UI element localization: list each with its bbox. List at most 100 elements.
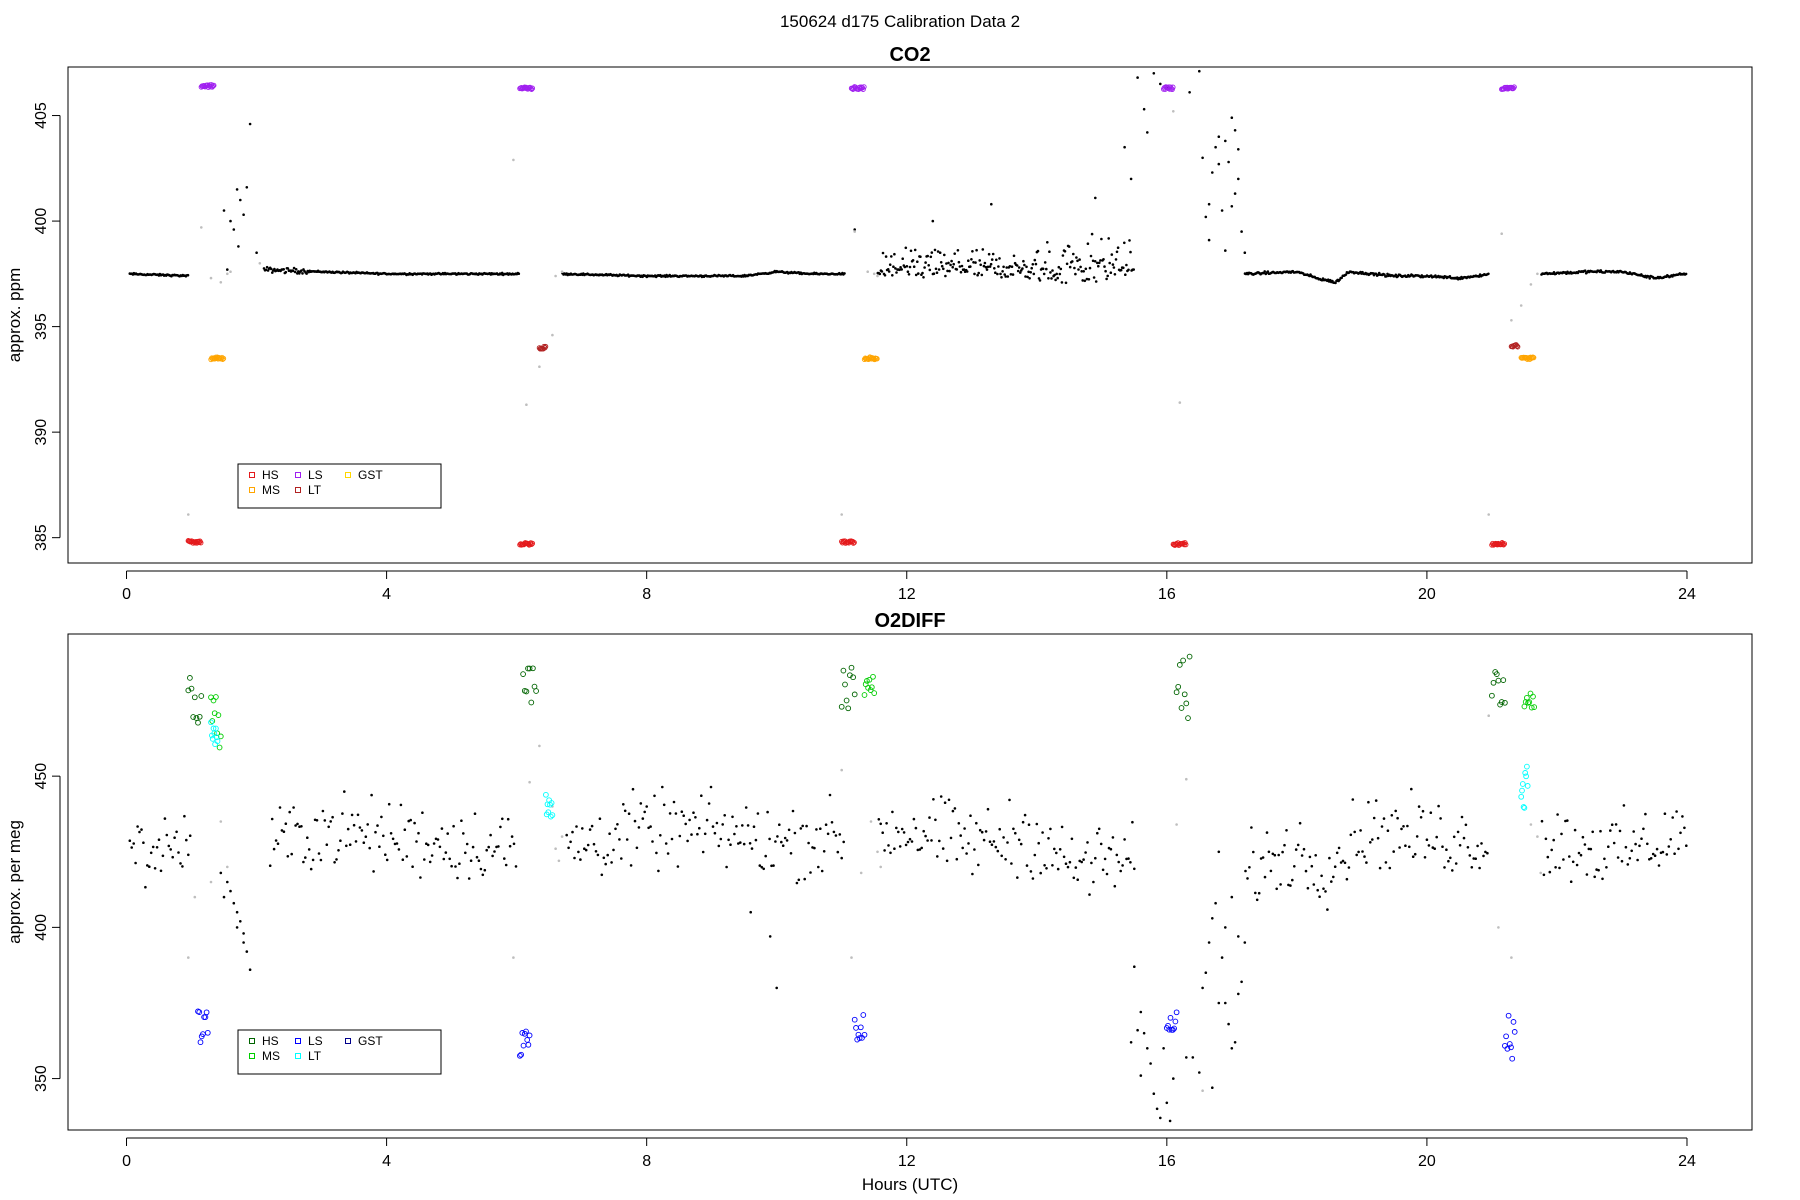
data-point bbox=[1597, 868, 1600, 872]
figure-suptitle: 150624 d175 Calibration Data 2 bbox=[780, 12, 1020, 31]
data-point bbox=[368, 846, 372, 850]
calibration-point-ls bbox=[197, 1039, 204, 1046]
data-point bbox=[1119, 869, 1122, 873]
data-point bbox=[904, 246, 908, 250]
data-point bbox=[1569, 880, 1573, 883]
data-point bbox=[826, 832, 830, 836]
x-tick-label: 24 bbox=[1678, 586, 1696, 603]
data-point bbox=[1591, 830, 1594, 834]
data-point bbox=[185, 838, 188, 842]
data-point bbox=[1240, 230, 1243, 233]
data-point bbox=[1016, 269, 1020, 273]
data-point bbox=[1045, 867, 1048, 870]
data-point bbox=[1361, 850, 1364, 853]
data-point bbox=[822, 850, 826, 853]
calibration-point-ls bbox=[524, 1037, 531, 1043]
data-point bbox=[430, 854, 434, 857]
data-point bbox=[1207, 238, 1211, 242]
data-point bbox=[903, 265, 907, 269]
y-tick-label: 400 bbox=[33, 914, 50, 941]
data-point bbox=[1472, 857, 1475, 860]
data-point bbox=[900, 268, 903, 271]
calibration-point-hs bbox=[1173, 689, 1180, 696]
data-point bbox=[1306, 886, 1310, 890]
data-point bbox=[1400, 827, 1403, 831]
data-point bbox=[248, 968, 252, 971]
data-point bbox=[1542, 873, 1546, 877]
data-point bbox=[881, 831, 884, 834]
data-point bbox=[1086, 841, 1089, 844]
data-point bbox=[1369, 841, 1372, 844]
data-point bbox=[1033, 258, 1037, 262]
data-point bbox=[1618, 829, 1622, 833]
data-point bbox=[226, 880, 229, 884]
data-point bbox=[1035, 822, 1039, 826]
data-point bbox=[1388, 866, 1392, 870]
data-point bbox=[1004, 858, 1007, 861]
data-point bbox=[625, 838, 629, 841]
data-point bbox=[976, 273, 979, 277]
data-point bbox=[1263, 270, 1266, 273]
flagged-point bbox=[869, 820, 873, 823]
data-point bbox=[479, 867, 483, 871]
data-point bbox=[647, 826, 650, 830]
data-point bbox=[1626, 863, 1630, 866]
data-point bbox=[980, 273, 984, 277]
series-ambient bbox=[128, 714, 1688, 1123]
data-point bbox=[1380, 825, 1384, 828]
flagged-point bbox=[200, 226, 203, 229]
legend-label-hs: HS bbox=[262, 1034, 279, 1048]
data-point bbox=[911, 259, 915, 262]
data-point bbox=[1266, 270, 1270, 273]
data-point bbox=[504, 863, 508, 867]
flagged-point bbox=[551, 333, 554, 337]
data-point bbox=[990, 258, 994, 261]
data-point bbox=[783, 836, 787, 840]
data-point bbox=[1296, 843, 1300, 847]
data-point bbox=[945, 859, 949, 863]
calibration-point-ms bbox=[1528, 704, 1535, 711]
data-point bbox=[419, 876, 422, 879]
calibration-point-hs bbox=[1498, 699, 1505, 705]
data-point bbox=[1080, 270, 1083, 273]
data-point bbox=[1573, 828, 1577, 832]
x-tick-label: 4 bbox=[382, 586, 391, 603]
data-point bbox=[421, 811, 424, 814]
legend-label-ms: MS bbox=[262, 483, 280, 497]
data-point bbox=[880, 270, 884, 273]
data-point bbox=[149, 851, 153, 855]
data-point bbox=[926, 839, 929, 842]
data-point bbox=[239, 920, 242, 923]
data-point bbox=[1036, 249, 1040, 253]
data-point bbox=[994, 845, 998, 849]
data-point bbox=[1339, 861, 1343, 864]
legend-swatch-lt bbox=[295, 1053, 301, 1059]
data-point bbox=[1237, 148, 1240, 151]
x-axis-label: Hours (UTC) bbox=[862, 1175, 958, 1194]
calibration-point-hs bbox=[841, 539, 847, 545]
data-point bbox=[1217, 162, 1221, 166]
data-point bbox=[1060, 281, 1064, 284]
calibration-point-ls bbox=[519, 1030, 526, 1036]
data-point bbox=[1406, 824, 1409, 828]
data-point bbox=[982, 264, 986, 268]
data-point bbox=[997, 265, 1000, 268]
data-point bbox=[1014, 831, 1017, 835]
flagged-point bbox=[219, 820, 223, 823]
data-point bbox=[1023, 813, 1027, 817]
data-point bbox=[485, 848, 489, 852]
flagged-point bbox=[1175, 823, 1178, 826]
data-point bbox=[1224, 249, 1227, 252]
data-point bbox=[1172, 1077, 1175, 1080]
data-point bbox=[936, 855, 939, 858]
data-point bbox=[1468, 854, 1472, 857]
data-point bbox=[1110, 253, 1114, 256]
data-point bbox=[953, 807, 957, 810]
data-point bbox=[1057, 265, 1061, 269]
calibration-point-ms bbox=[868, 684, 875, 691]
data-point bbox=[1064, 862, 1068, 865]
data-point bbox=[1583, 269, 1587, 273]
data-point bbox=[904, 843, 908, 847]
data-point bbox=[144, 885, 147, 889]
data-point bbox=[1114, 258, 1118, 261]
